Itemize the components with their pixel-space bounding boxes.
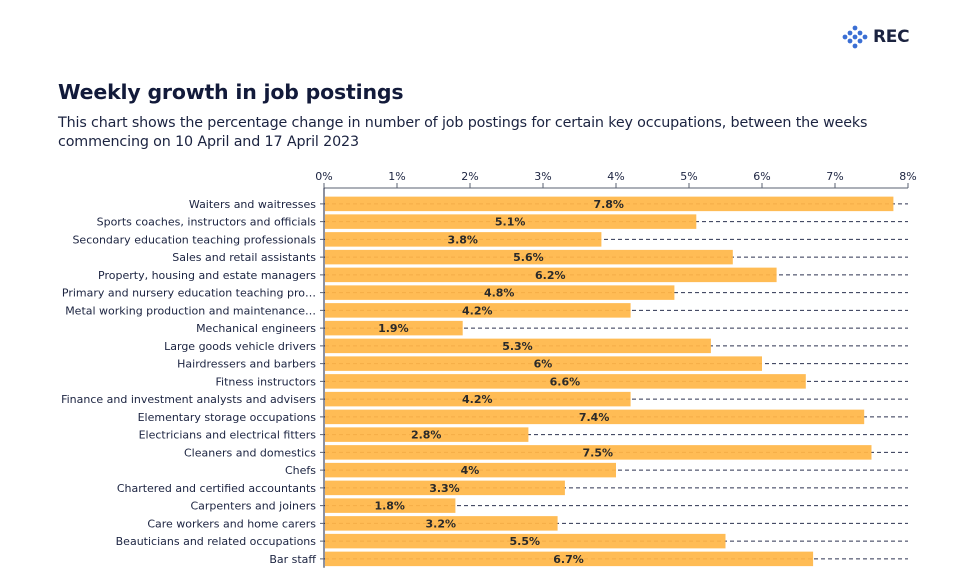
bar — [325, 285, 675, 300]
category-label: Sports coaches, instructors and official… — [97, 216, 317, 229]
data-label: 5.1% — [495, 216, 526, 229]
bar — [325, 196, 894, 212]
bar — [325, 551, 814, 567]
bar — [325, 320, 463, 336]
category-label: Secondary education teaching professiona… — [72, 233, 316, 246]
bar — [325, 462, 616, 478]
data-label: 7.4% — [579, 411, 610, 424]
category-label: Waiters and waitresses — [189, 198, 316, 211]
bar — [325, 232, 602, 247]
category-label: Cleaners and domestics — [184, 446, 316, 459]
rec-diamond-dots-icon — [842, 25, 868, 49]
data-label: 1.9% — [378, 322, 409, 335]
chart-title: Weekly growth in job postings — [58, 80, 404, 104]
data-label: 4.2% — [462, 393, 493, 406]
bar — [325, 516, 558, 531]
x-tick-label: 7% — [826, 170, 843, 183]
data-label: 7.8% — [593, 198, 624, 211]
category-label: Hairdressers and barbers — [177, 358, 316, 371]
chart-subtitle: This chart shows the percentage change i… — [58, 115, 868, 150]
data-label: 3.8% — [447, 233, 478, 246]
data-label: 6.7% — [553, 553, 584, 566]
category-label: Chefs — [285, 464, 316, 477]
bar — [325, 391, 631, 407]
x-tick-label: 3% — [534, 170, 551, 183]
data-label: 6.6% — [550, 375, 581, 388]
category-label: Carpenters and joiners — [190, 500, 316, 513]
data-label: 2.8% — [411, 429, 442, 442]
data-label: 4.2% — [462, 304, 493, 317]
data-label: 7.5% — [582, 446, 613, 459]
data-label: 5.5% — [509, 535, 540, 548]
category-label: Metal working production and maintenance… — [65, 304, 316, 317]
category-label: Primary and nursery education teaching p… — [62, 287, 316, 300]
category-label: Elementary storage occupations — [138, 411, 317, 424]
data-label: 4.8% — [484, 287, 515, 300]
data-label: 6.2% — [535, 269, 566, 282]
data-label: 1.8% — [374, 500, 405, 513]
data-label: 6% — [534, 358, 553, 371]
x-tick-label: 2% — [461, 170, 478, 183]
category-label: Large goods vehicle drivers — [164, 340, 316, 353]
bar — [325, 303, 631, 318]
x-tick-label: 6% — [753, 170, 770, 183]
data-label: 4% — [461, 464, 480, 477]
x-tick-label: 5% — [680, 170, 697, 183]
data-label: 5.3% — [502, 340, 533, 353]
category-label: Bar staff — [269, 553, 316, 566]
x-tick-label: 0% — [315, 170, 332, 183]
data-label: 3.3% — [429, 482, 460, 495]
category-label: Beauticians and related occupations — [116, 535, 317, 548]
category-label: Finance and investment analysts and advi… — [61, 393, 316, 406]
data-label: 5.6% — [513, 251, 544, 264]
category-label: Chartered and certified accountants — [117, 482, 316, 495]
category-label: Fitness instructors — [215, 375, 316, 388]
category-label: Care workers and home carers — [147, 517, 316, 530]
x-tick-label: 8% — [899, 170, 916, 183]
category-label: Property, housing and estate managers — [98, 269, 316, 282]
category-label: Sales and retail assistants — [172, 251, 316, 264]
category-label: Electricians and electrical fitters — [139, 429, 317, 442]
bar — [325, 533, 726, 549]
data-label: 3.2% — [426, 517, 457, 530]
category-label: Mechanical engineers — [196, 322, 316, 335]
x-tick-label: 4% — [607, 170, 624, 183]
x-tick-label: 1% — [388, 170, 405, 183]
rec-logo: REC — [842, 25, 910, 49]
brand-name: REC — [873, 27, 910, 47]
